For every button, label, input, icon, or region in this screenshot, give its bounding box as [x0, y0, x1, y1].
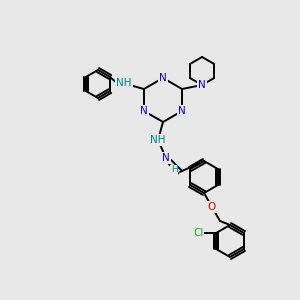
Text: N: N — [178, 106, 186, 116]
Text: N: N — [159, 73, 167, 83]
Text: O: O — [208, 202, 216, 212]
Text: NH: NH — [116, 78, 132, 88]
Text: H: H — [171, 166, 177, 175]
Text: N: N — [162, 153, 170, 163]
Text: NH: NH — [150, 135, 166, 145]
Text: N: N — [198, 80, 206, 90]
Text: Cl: Cl — [193, 228, 203, 238]
Text: N: N — [140, 106, 148, 116]
